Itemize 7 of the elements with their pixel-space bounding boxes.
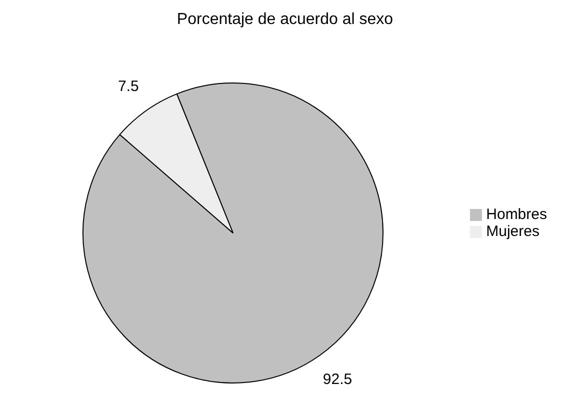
legend-label: Mujeres	[486, 223, 540, 240]
pie-slice	[119, 93, 234, 234]
pie-slice	[82, 82, 384, 384]
chart-title: Porcentaje de acuerdo al sexo	[176, 10, 394, 30]
legend-label: Hombres	[486, 206, 547, 223]
data-label: 7.5	[118, 78, 139, 95]
data-label: 92.5	[322, 371, 352, 388]
